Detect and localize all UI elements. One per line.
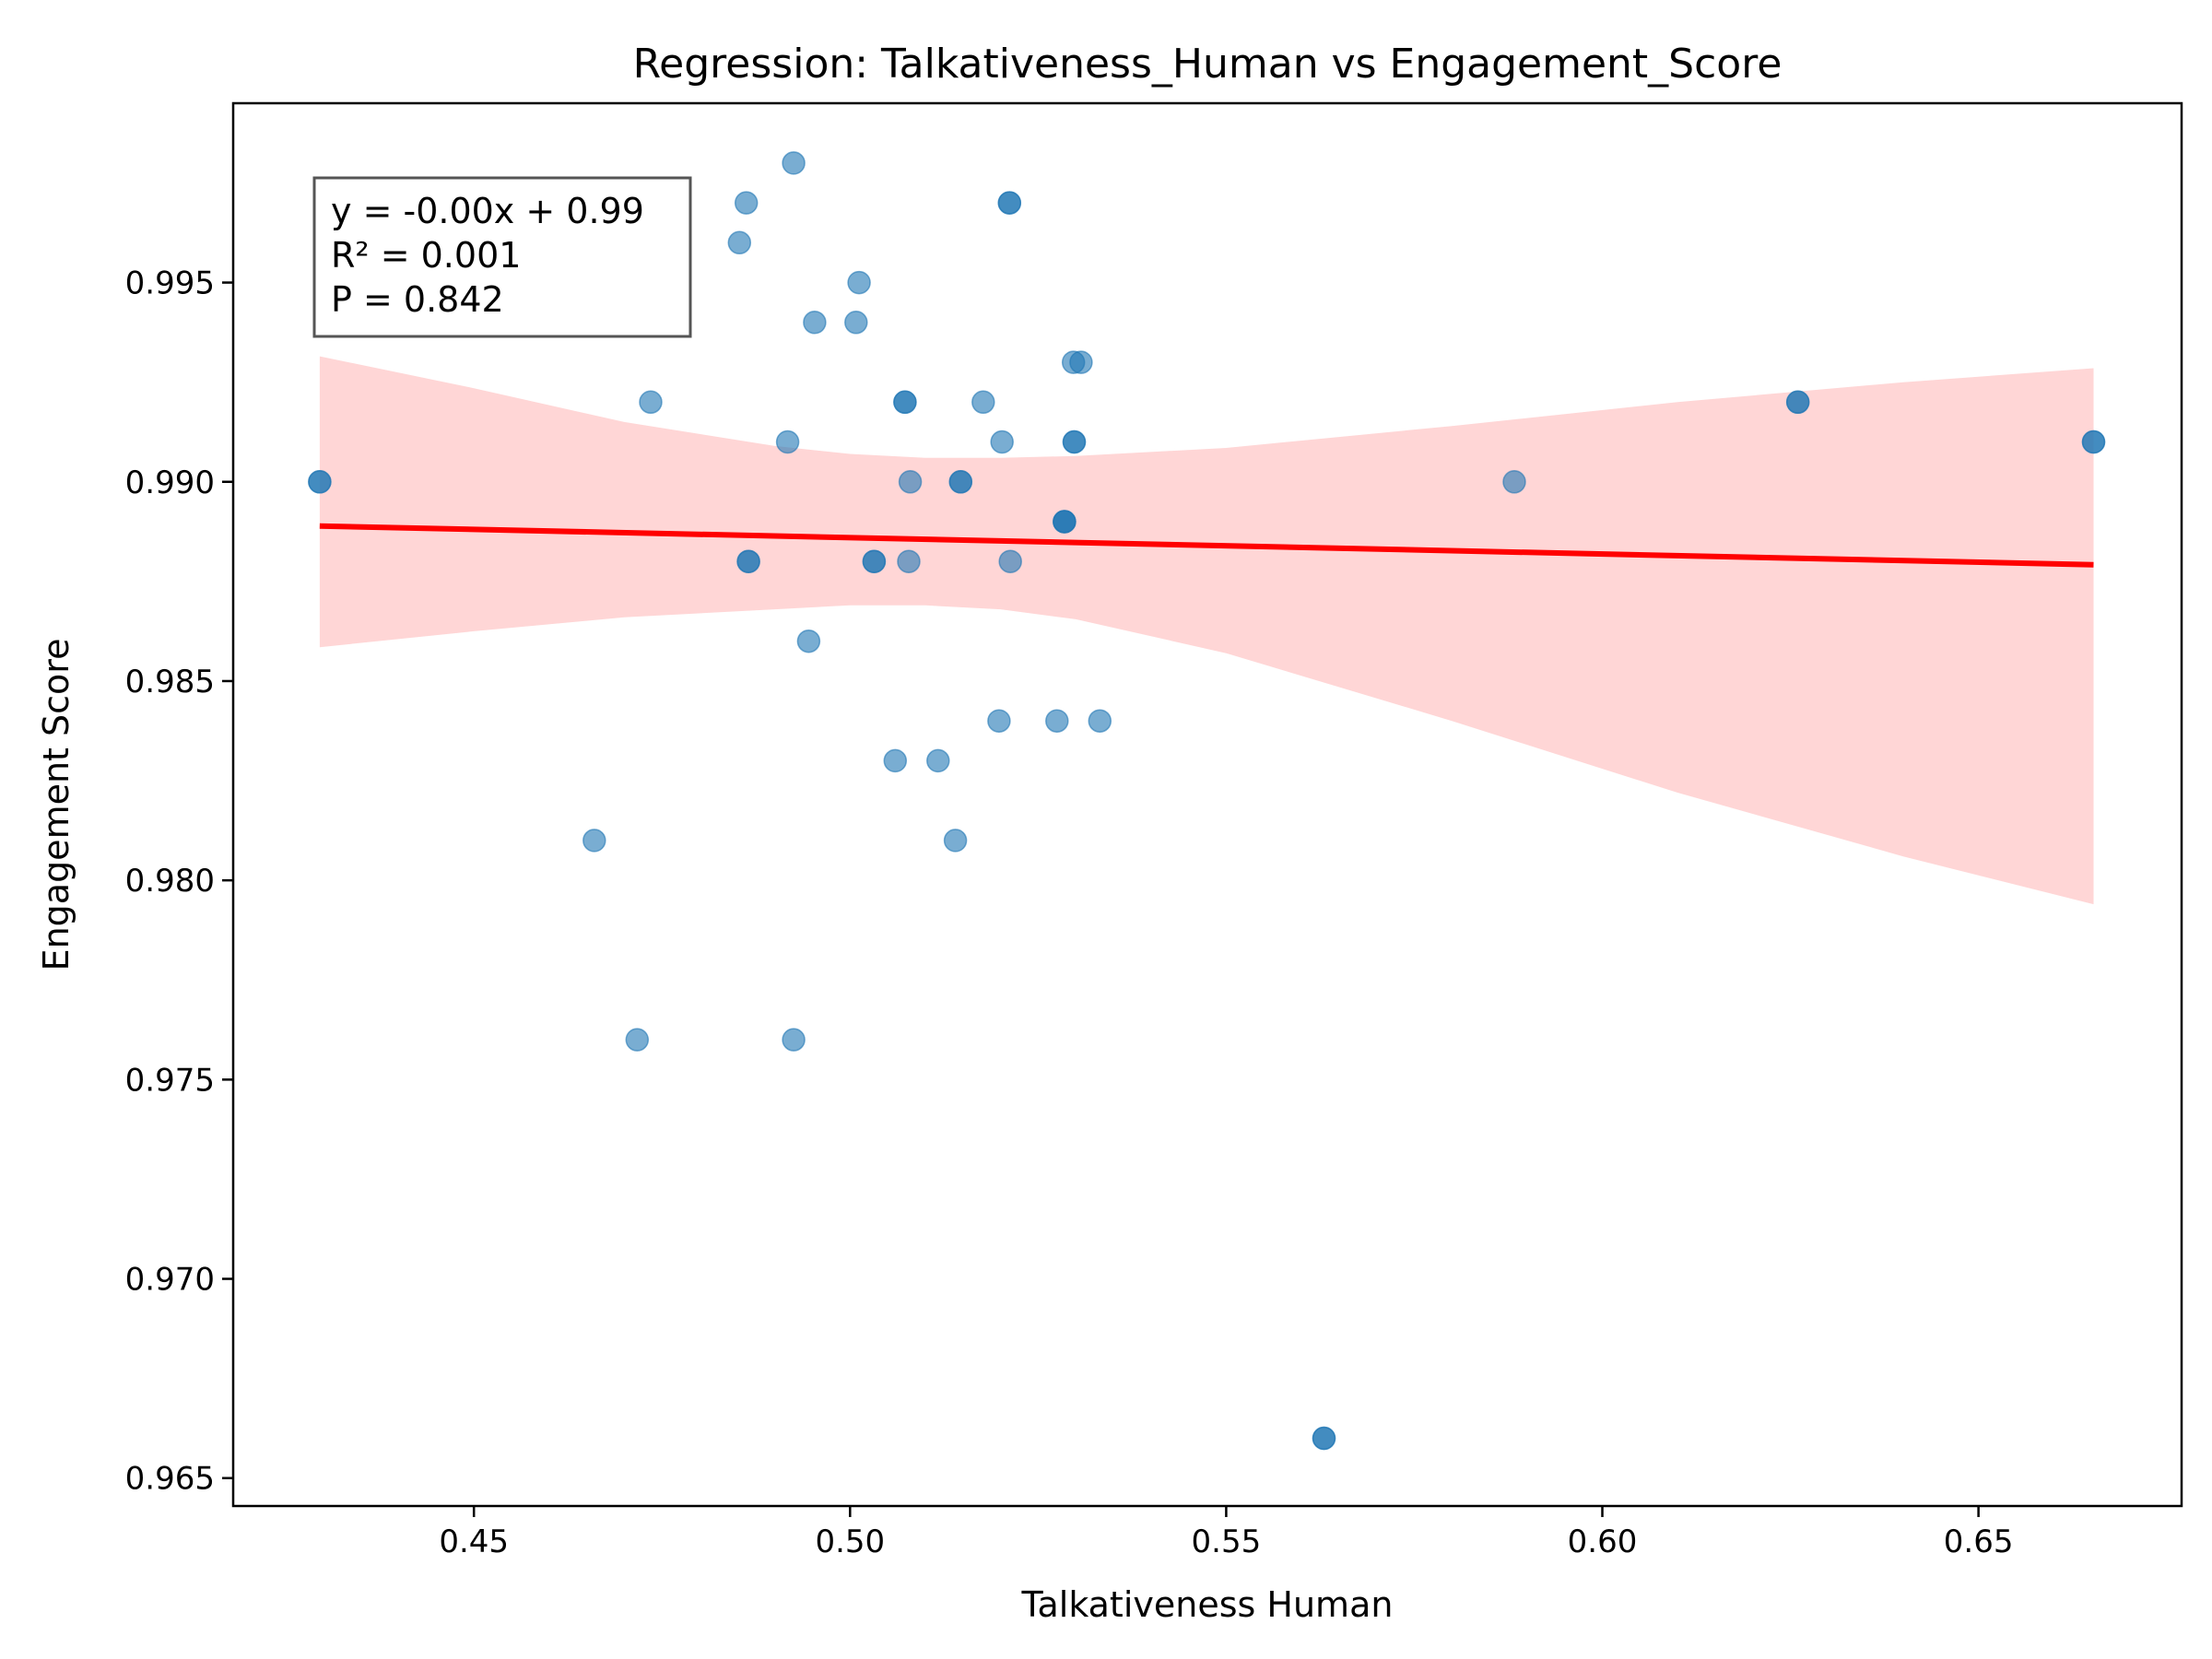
data-point: [943, 829, 968, 853]
confidence-band-layer: [319, 356, 2094, 905]
data-point: [948, 470, 973, 494]
data-point: [639, 390, 663, 415]
y-axis-label: Engagement Score: [36, 639, 76, 971]
plot-frame: [231, 101, 2183, 1508]
data-point: [862, 549, 887, 573]
y-tick-label: 0.985: [125, 664, 215, 700]
x-tick-label: 0.50: [815, 1524, 885, 1560]
data-point: [893, 390, 917, 415]
data-point: [1312, 1426, 1336, 1451]
stats-box: [312, 176, 692, 338]
chart-title: Regression: Talkativeness_Human vs Engag…: [633, 41, 1783, 88]
data-point: [990, 429, 1014, 454]
data-point: [734, 191, 759, 215]
data-point: [308, 470, 332, 494]
data-point: [897, 549, 921, 573]
stats-annotation: y = -0.00x + 0.99 R² = 0.001 P = 0.842: [312, 176, 692, 338]
data-point: [844, 311, 868, 335]
y-tick-label: 0.965: [125, 1461, 215, 1498]
data-points-layer: [308, 151, 2106, 1451]
r-squared-text: R² = 0.001: [331, 235, 521, 276]
x-axis-label: Talkativeness Human: [1021, 1584, 1394, 1625]
data-point: [782, 151, 806, 175]
data-point: [926, 748, 950, 773]
data-point: [1053, 510, 1077, 534]
data-point: [883, 748, 908, 773]
data-point: [1502, 470, 1526, 494]
data-point: [775, 429, 800, 454]
confidence-band: [319, 356, 2094, 905]
p-value-text: P = 0.842: [331, 279, 504, 320]
data-point: [987, 709, 1011, 733]
data-point: [998, 549, 1022, 573]
data-point: [582, 829, 606, 853]
data-point: [727, 230, 752, 255]
y-axis-ticks: 0.965 0.970 0.975 0.980 0.985 0.990 0.995: [125, 265, 233, 1498]
data-point: [796, 629, 821, 653]
x-tick-label: 0.55: [1192, 1524, 1262, 1560]
data-point: [2081, 429, 2106, 454]
data-point: [625, 1028, 650, 1052]
x-tick-label: 0.65: [1944, 1524, 2014, 1560]
data-point: [1785, 390, 1810, 415]
data-point: [847, 270, 871, 295]
data-point: [736, 549, 760, 573]
data-point: [782, 1028, 806, 1052]
y-tick-label: 0.990: [125, 465, 215, 501]
data-point: [1088, 709, 1112, 733]
data-point: [997, 191, 1022, 215]
y-tick-label: 0.980: [125, 863, 215, 900]
equation-text: y = -0.00x + 0.99: [331, 191, 644, 231]
x-tick-label: 0.60: [1568, 1524, 1638, 1560]
data-point: [1062, 429, 1087, 454]
data-point: [1069, 350, 1093, 374]
data-point: [803, 311, 827, 335]
x-tick-label: 0.45: [439, 1524, 509, 1560]
regression-line-layer: [319, 523, 2094, 568]
y-tick-label: 0.975: [125, 1062, 215, 1099]
x-axis-ticks: 0.45 0.50 0.55 0.60 0.65: [439, 1506, 2013, 1560]
regression-line: [319, 523, 2094, 568]
data-point: [898, 470, 923, 494]
y-tick-label: 0.970: [125, 1262, 215, 1299]
data-point: [1045, 709, 1069, 733]
y-tick-label: 0.995: [125, 265, 215, 302]
data-point: [971, 390, 995, 415]
